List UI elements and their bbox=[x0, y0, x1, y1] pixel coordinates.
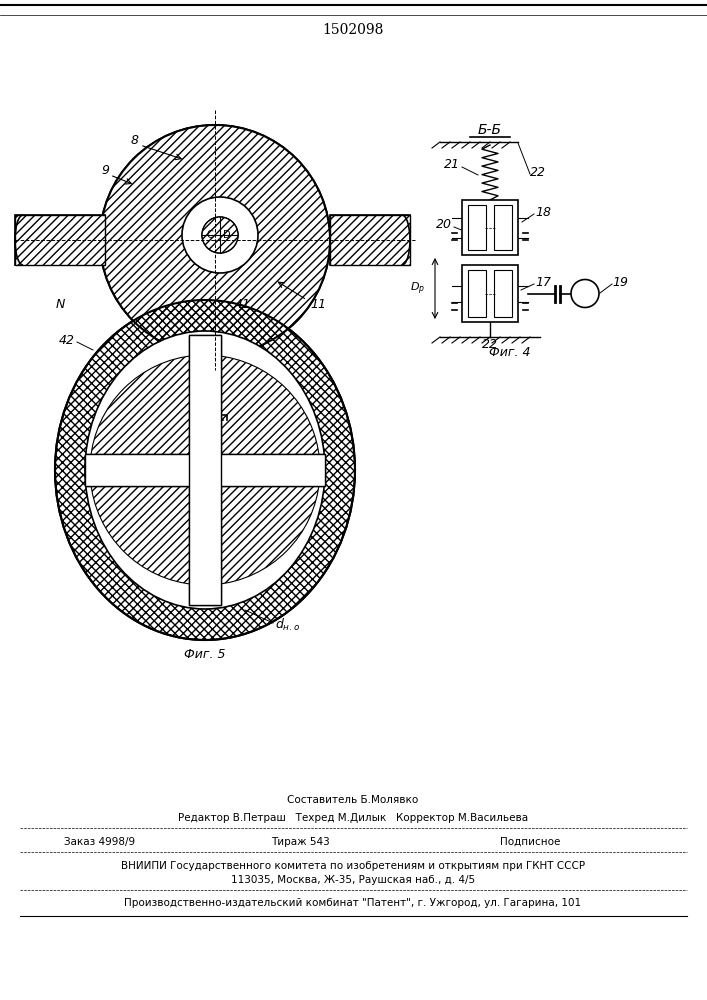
Bar bbox=[330, 215, 410, 265]
Text: M: M bbox=[580, 288, 590, 298]
Bar bbox=[203, 350, 227, 415]
Circle shape bbox=[100, 125, 330, 355]
Bar bbox=[462, 265, 518, 322]
Text: 40: 40 bbox=[285, 388, 301, 401]
Text: $D_p$: $D_p$ bbox=[410, 280, 425, 297]
Text: 21: 21 bbox=[444, 158, 460, 172]
Bar bbox=[15, 215, 105, 265]
Text: 8: 8 bbox=[131, 133, 139, 146]
Text: N: N bbox=[55, 298, 64, 312]
Bar bbox=[494, 270, 512, 317]
Text: Фиг. 4: Фиг. 4 bbox=[489, 346, 531, 359]
Text: 17: 17 bbox=[535, 275, 551, 288]
Bar bbox=[494, 205, 512, 250]
Bar bbox=[462, 200, 518, 255]
Text: 22: 22 bbox=[482, 338, 498, 352]
Text: Подписное: Подписное bbox=[500, 837, 560, 847]
Wedge shape bbox=[205, 470, 320, 585]
Wedge shape bbox=[205, 355, 320, 470]
Text: 19: 19 bbox=[612, 275, 628, 288]
Text: Редактор В.Петраш   Техред М.Дилык   Корректор М.Васильева: Редактор В.Петраш Техред М.Дилык Коррект… bbox=[178, 813, 528, 823]
Text: 42: 42 bbox=[310, 454, 326, 466]
Text: D: D bbox=[223, 230, 230, 240]
Bar bbox=[15, 215, 105, 265]
Circle shape bbox=[571, 279, 599, 308]
Bar bbox=[189, 335, 221, 605]
Text: Фиг. 5: Фиг. 5 bbox=[185, 648, 226, 662]
Text: 22: 22 bbox=[530, 165, 546, 178]
Bar bbox=[85, 454, 325, 486]
Text: Производственно-издательский комбинат "Патент", г. Ужгород, ул. Гагарина, 101: Производственно-издательский комбинат "П… bbox=[124, 898, 582, 908]
Text: 1502098: 1502098 bbox=[322, 23, 384, 37]
Text: Б-Б: Б-Б bbox=[478, 123, 502, 137]
Ellipse shape bbox=[85, 331, 325, 609]
Bar bbox=[85, 454, 325, 486]
Bar bbox=[330, 215, 410, 265]
Bar bbox=[468, 270, 486, 317]
Circle shape bbox=[202, 217, 238, 253]
Circle shape bbox=[100, 125, 330, 355]
Text: Фиг. 3: Фиг. 3 bbox=[194, 428, 235, 442]
Text: 40: 40 bbox=[280, 524, 296, 536]
Text: 113035, Москва, Ж-35, Раушская наб., д. 4/5: 113035, Москва, Ж-35, Раушская наб., д. … bbox=[231, 875, 475, 885]
Circle shape bbox=[202, 217, 238, 253]
Text: 42: 42 bbox=[59, 334, 75, 347]
Text: 41: 41 bbox=[235, 298, 251, 312]
Text: $d_{н.о}$: $d_{н.о}$ bbox=[275, 617, 300, 633]
Text: 9: 9 bbox=[101, 163, 109, 176]
Text: 18: 18 bbox=[535, 206, 551, 219]
Wedge shape bbox=[90, 355, 205, 470]
Circle shape bbox=[182, 197, 258, 273]
Text: 20: 20 bbox=[436, 219, 452, 232]
Text: A-A: A-A bbox=[203, 123, 227, 137]
Text: Составитель Б.Молявко: Составитель Б.Молявко bbox=[287, 795, 419, 805]
Text: Тираж 543: Тираж 543 bbox=[271, 837, 329, 847]
Bar bbox=[468, 205, 486, 250]
Bar bbox=[189, 335, 221, 605]
Text: C: C bbox=[206, 230, 214, 240]
Ellipse shape bbox=[55, 300, 355, 640]
Wedge shape bbox=[90, 470, 205, 585]
Text: ВНИИПИ Государственного комитета по изобретениям и открытиям при ГКНТ СССР: ВНИИПИ Государственного комитета по изоб… bbox=[121, 861, 585, 871]
Bar bbox=[203, 350, 227, 415]
Text: Заказ 4998/9: Заказ 4998/9 bbox=[64, 837, 136, 847]
Text: 11: 11 bbox=[310, 298, 326, 312]
